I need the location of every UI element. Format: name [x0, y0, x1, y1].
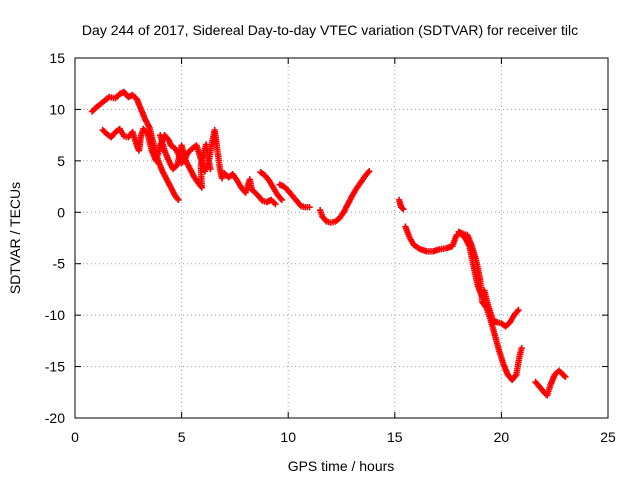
data-series-6	[276, 181, 313, 211]
y-tick-label: 5	[57, 153, 65, 169]
x-tick-label: 20	[494, 429, 510, 445]
y-tick-label: 10	[49, 101, 65, 117]
data-series-9	[402, 223, 522, 330]
y-tick-label: 15	[49, 50, 65, 66]
y-tick-label: -20	[45, 410, 65, 426]
y-axis-label: SDTVAR / TECUs	[7, 182, 23, 294]
x-tick-label: 10	[280, 429, 296, 445]
y-tick-label: -10	[45, 307, 65, 323]
plot-frame	[74, 57, 609, 419]
chart-title: Day 244 of 2017, Sidereal Day-to-day VTE…	[82, 22, 578, 38]
data-point-marker	[399, 204, 406, 212]
data-point-marker	[562, 373, 569, 381]
data-point-marker	[272, 200, 279, 208]
y-tick-label: 0	[57, 204, 65, 220]
x-axis-label: GPS time / hours	[288, 458, 395, 474]
x-tick-label: 25	[600, 429, 616, 445]
data-point-marker	[512, 372, 519, 380]
data-series-3	[157, 131, 214, 191]
data-point-marker	[306, 203, 313, 211]
data-point-marker	[515, 306, 522, 314]
axis-ticks: 0 5 10 15 20 25 -20 -15 -10 -5 0 5 10 15	[45, 50, 616, 445]
data-point-marker	[400, 206, 407, 213]
data-point-marker	[561, 372, 568, 380]
data-series-5	[257, 168, 286, 204]
data-series-10	[455, 228, 525, 384]
data-point-marker	[366, 167, 373, 175]
x-tick-label: 0	[71, 429, 79, 445]
data-series-7	[316, 167, 373, 226]
data-point-marker	[218, 175, 226, 182]
data-point-marker	[277, 195, 284, 202]
data-point-marker	[364, 169, 372, 176]
y-tick-label: -5	[53, 256, 66, 272]
grid-lines	[75, 58, 608, 418]
x-tick-label: 15	[387, 429, 403, 445]
x-tick-label: 5	[178, 429, 186, 445]
data-point-marker	[518, 344, 525, 352]
data-series-4	[221, 170, 279, 208]
data-point-marker	[514, 308, 521, 315]
data-series-8	[395, 196, 407, 213]
data-point-marker	[175, 196, 182, 204]
data-point-marker	[278, 196, 286, 204]
data-markers	[88, 88, 569, 399]
data-series-11	[532, 367, 569, 399]
data-point-marker	[207, 165, 214, 173]
data-series-1	[88, 88, 182, 204]
y-tick-label: -15	[45, 359, 65, 375]
